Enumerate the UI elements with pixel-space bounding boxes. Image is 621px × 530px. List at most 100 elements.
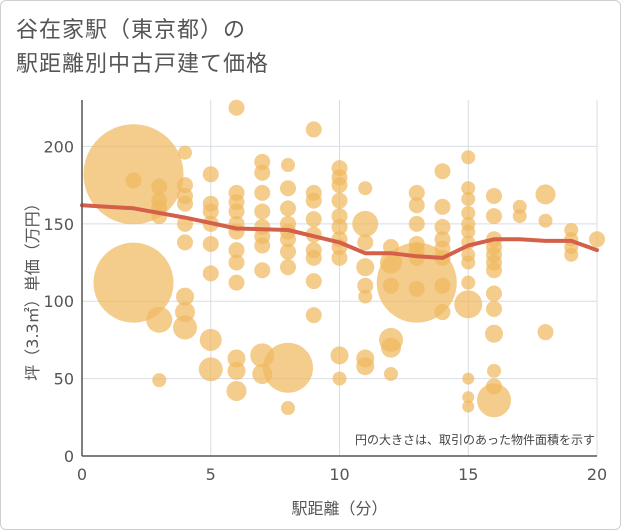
data-bubble [462,391,475,404]
data-bubble [250,343,275,368]
data-bubble [202,203,219,220]
data-bubble [177,195,193,212]
data-bubble [408,215,425,232]
data-bubble [228,242,245,259]
chart-title: 谷在家駅（東京都）の 駅距離別中古戸建て価格 [16,14,269,82]
data-bubble [175,302,195,323]
data-bubble [228,254,245,271]
data-bubble [332,371,347,386]
trend-line [80,203,599,260]
data-bubble [485,324,503,343]
data-bubble [461,192,476,207]
data-bubble [93,242,174,323]
data-bubble [384,366,398,381]
data-bubble [198,357,223,382]
data-bubble [461,224,476,239]
data-bubble [280,243,296,260]
data-bubble [434,198,451,215]
data-bubble [352,210,379,237]
data-bubble [381,337,401,358]
y-tick-label: 150 [43,215,74,234]
data-bubble [383,277,399,294]
data-bubble [305,249,322,266]
data-bubble [486,262,502,279]
data-bubble [357,234,374,251]
data-bubble [177,234,193,251]
data-bubble [486,285,502,302]
y-axis-label: 坪（3.3㎡）単価（万円） [23,195,42,380]
data-bubble [461,255,476,270]
data-bubble [477,383,511,418]
data-bubble [254,262,271,279]
data-bubble [461,205,476,220]
data-bubble [462,372,475,385]
data-bubble [254,203,271,220]
data-bubble [305,307,322,324]
data-bubble [281,158,295,173]
data-bubble [152,373,167,388]
data-bubble [305,211,322,228]
data-bubble [254,184,271,201]
x-tick-label: 20 [587,465,607,484]
data-bubble [228,274,245,291]
data-bubble [408,197,425,214]
data-bubble [330,346,349,365]
data-bubble [462,400,475,413]
data-bubble [151,178,168,195]
y-tick-label: 100 [43,292,74,311]
chart-title-line-1: 谷在家駅（東京都）の [16,18,247,43]
data-bubble [331,192,348,209]
data-bubble [331,177,348,194]
data-bubble [434,277,451,294]
x-tick-label: 10 [329,465,349,484]
data-bubble [305,273,322,290]
data-bubble [280,231,296,248]
data-bubble [380,251,402,274]
data-bubble [487,363,501,378]
data-bubble [434,218,451,235]
data-bubble [434,163,451,180]
data-bubble [486,378,502,395]
data-bubble [176,287,194,306]
x-axis-label: 駅距離（分） [291,499,387,518]
data-bubble [202,265,219,282]
data-bubble [263,342,313,393]
data-bubble [199,328,222,351]
bubble-series [83,99,605,418]
data-bubble [281,401,295,416]
data-bubble [331,249,348,266]
data-bubble [408,184,425,201]
data-bubble [486,208,502,225]
data-bubble [254,237,271,254]
data-bubble [305,121,322,138]
y-tick-label: 200 [43,137,74,156]
data-bubble [280,259,296,276]
data-bubble [202,166,219,183]
data-bubble [227,361,246,380]
data-bubble [383,239,399,256]
data-bubble [486,187,502,204]
data-bubble [125,172,142,189]
data-bubble [178,145,192,160]
x-tick-label: 0 [77,465,87,484]
data-bubble [305,192,322,209]
data-bubble [535,184,556,205]
data-bubble [228,203,245,220]
data-bubble [454,290,483,319]
data-bubble [202,235,219,252]
data-bubble [226,380,247,401]
data-bubble [356,258,375,277]
data-bubble [537,324,554,341]
data-bubble [280,200,296,217]
data-bubble [254,164,271,181]
data-bubble [461,150,476,165]
data-bubble [357,277,374,294]
data-bubble [461,275,476,290]
data-bubble [331,218,348,235]
data-bubble [280,180,296,197]
data-bubble [358,181,373,196]
data-bubble [461,181,476,196]
y-tick-label: 0 [64,447,74,466]
